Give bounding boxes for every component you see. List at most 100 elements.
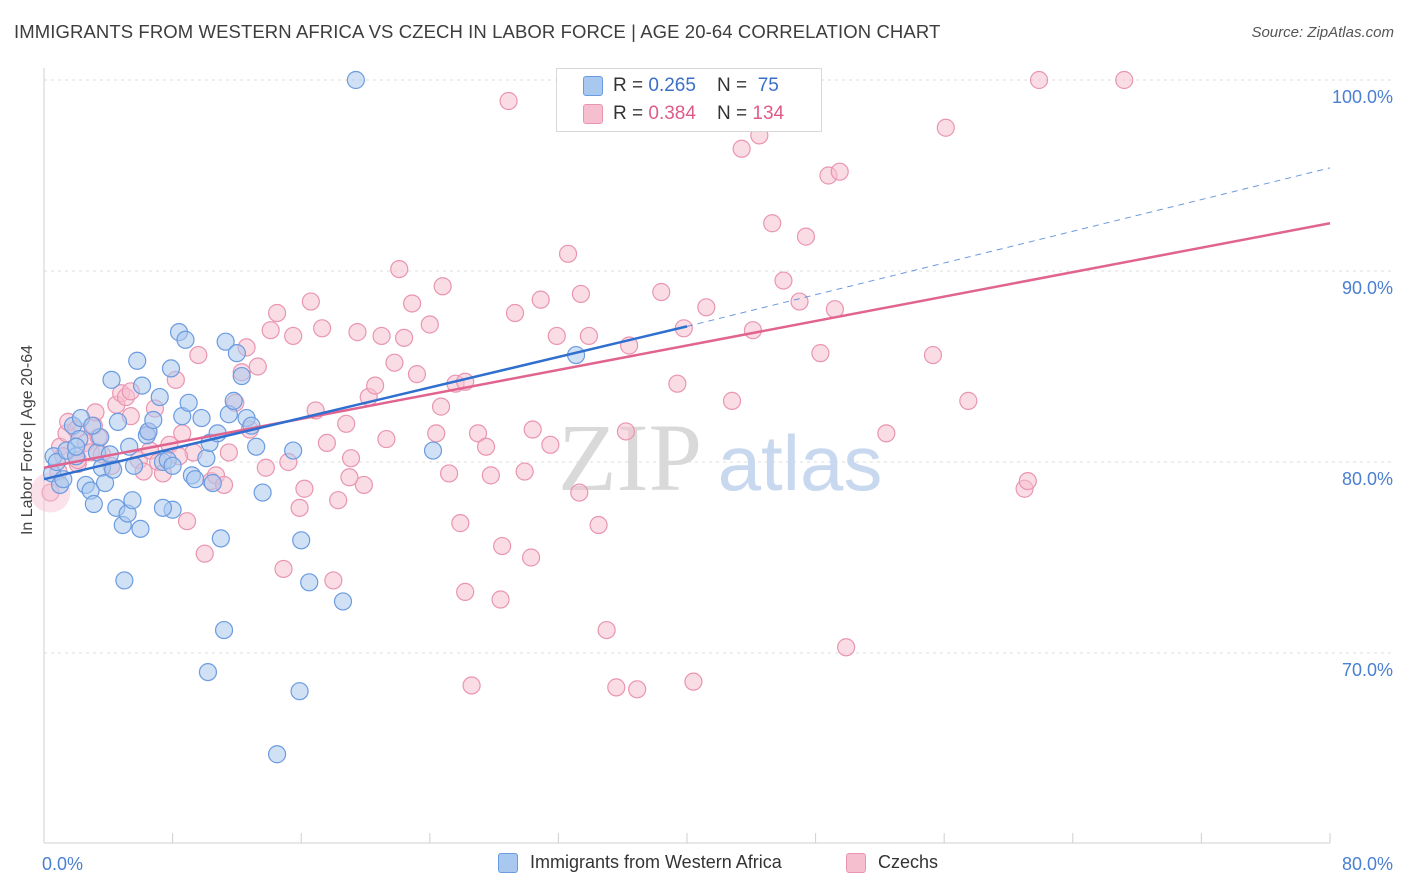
data-point-czechs bbox=[385, 353, 404, 372]
data-point-western-africa bbox=[179, 393, 198, 412]
data-point-czechs bbox=[317, 433, 337, 452]
chart-title: IMMIGRANTS FROM WESTERN AFRICA VS CZECH … bbox=[14, 21, 941, 42]
data-point-western-africa bbox=[67, 437, 86, 456]
data-point-western-africa bbox=[227, 344, 246, 363]
trend-extension-western-africa bbox=[686, 167, 1331, 327]
data-point-czechs bbox=[462, 676, 481, 695]
data-point-czechs bbox=[571, 284, 591, 304]
data-point-czechs bbox=[341, 449, 361, 468]
data-point-czechs bbox=[324, 571, 343, 590]
data-point-western-africa bbox=[232, 366, 251, 386]
data-point-western-africa bbox=[198, 662, 218, 682]
data-point-czechs bbox=[743, 321, 763, 340]
data-point-czechs bbox=[790, 292, 809, 311]
data-point-czechs bbox=[267, 303, 287, 323]
data-point-western-africa bbox=[346, 70, 365, 90]
data-point-czechs bbox=[481, 466, 500, 485]
data-point-western-africa bbox=[214, 620, 234, 640]
data-point-czechs bbox=[628, 680, 647, 699]
trend-lines bbox=[43, 167, 1331, 481]
data-point-czechs bbox=[616, 422, 636, 441]
data-point-czechs bbox=[1029, 70, 1049, 90]
data-point-czechs bbox=[295, 479, 314, 498]
data-point-western-africa bbox=[163, 456, 182, 475]
data-point-czechs bbox=[923, 345, 943, 365]
y-tick-label-90: 90.0% bbox=[1342, 278, 1393, 298]
n-label: N = bbox=[717, 75, 753, 96]
data-point-czechs bbox=[427, 424, 446, 443]
legend-item-western-africa: Immigrants from Western Africa bbox=[498, 852, 782, 873]
data-point-czechs bbox=[354, 475, 373, 495]
data-point-czechs bbox=[774, 271, 793, 290]
data-point-western-africa bbox=[150, 387, 169, 407]
legend-label-western-africa: Immigrants from Western Africa bbox=[530, 852, 782, 872]
data-point-western-africa bbox=[267, 745, 287, 764]
trend-line-western-africa bbox=[43, 325, 688, 481]
data-point-western-africa bbox=[203, 473, 222, 493]
data-point-czechs bbox=[451, 514, 470, 533]
blue-swatch bbox=[583, 76, 603, 96]
data-point-czechs bbox=[684, 672, 703, 691]
data-point-czechs bbox=[372, 326, 391, 346]
tick-labels: 70.0% 80.0% 90.0% 100.0% 0.0% 80.0% bbox=[42, 87, 1393, 874]
data-point-czechs bbox=[763, 214, 782, 233]
data-point-czechs bbox=[523, 420, 542, 439]
data-point-czechs bbox=[290, 498, 309, 517]
x-tick-label-max: 80.0% bbox=[1342, 854, 1393, 874]
western-africa-points bbox=[42, 70, 586, 764]
data-point-czechs bbox=[1115, 70, 1134, 90]
data-point-western-africa bbox=[300, 573, 319, 592]
data-point-western-africa bbox=[131, 519, 150, 538]
r-value: 0.384 bbox=[648, 103, 696, 124]
data-point-western-africa bbox=[290, 682, 309, 701]
czechs-points bbox=[30, 70, 1134, 699]
legend-item-czechs: Czechs bbox=[846, 852, 938, 873]
y-tick-label-100: 100.0% bbox=[1332, 87, 1393, 107]
n-value: 75 bbox=[752, 75, 779, 96]
data-point-czechs bbox=[597, 620, 616, 640]
legend-label-czechs: Czechs bbox=[878, 852, 939, 872]
data-point-czechs bbox=[337, 414, 356, 433]
data-point-western-africa bbox=[115, 571, 134, 590]
legend-swatch-blue bbox=[498, 852, 518, 873]
data-point-czechs bbox=[420, 315, 439, 334]
data-point-western-africa bbox=[186, 470, 205, 489]
data-point-czechs bbox=[301, 292, 320, 311]
data-point-czechs bbox=[505, 303, 525, 323]
data-point-czechs bbox=[732, 139, 751, 158]
data-point-western-africa bbox=[144, 410, 163, 430]
data-point-czechs bbox=[312, 319, 332, 338]
data-point-czechs bbox=[407, 365, 427, 384]
data-point-western-africa bbox=[247, 437, 266, 456]
data-point-western-africa bbox=[132, 376, 152, 395]
data-point-czechs bbox=[668, 374, 687, 393]
data-point-czechs bbox=[541, 435, 560, 454]
data-point-czechs bbox=[284, 326, 303, 346]
data-point-western-africa bbox=[104, 460, 123, 479]
data-point-western-africa bbox=[284, 441, 303, 460]
data-point-western-africa bbox=[84, 494, 103, 514]
data-point-czechs bbox=[340, 468, 359, 487]
data-point-czechs bbox=[959, 391, 978, 410]
data-point-czechs bbox=[177, 512, 197, 531]
source-label: Source: ZipAtlas.com bbox=[1251, 24, 1394, 41]
n-value: 134 bbox=[752, 103, 785, 124]
data-point-western-africa bbox=[102, 370, 121, 389]
data-point-czechs bbox=[515, 462, 534, 481]
data-point-czechs bbox=[366, 376, 385, 395]
data-point-czechs bbox=[697, 298, 716, 317]
data-point-czechs bbox=[796, 227, 816, 246]
data-point-western-africa bbox=[224, 391, 243, 410]
data-point-czechs bbox=[589, 515, 608, 535]
data-point-czechs bbox=[377, 429, 396, 449]
data-point-czechs bbox=[433, 277, 452, 296]
data-point-czechs bbox=[830, 162, 849, 181]
data-point-czechs bbox=[531, 290, 550, 309]
data-point-czechs bbox=[579, 326, 599, 346]
data-point-czechs bbox=[491, 590, 510, 609]
data-point-western-africa bbox=[333, 592, 353, 611]
data-point-czechs bbox=[1018, 472, 1037, 491]
data-point-czechs bbox=[837, 638, 856, 657]
data-point-czechs bbox=[329, 491, 348, 510]
data-point-czechs bbox=[390, 259, 409, 279]
